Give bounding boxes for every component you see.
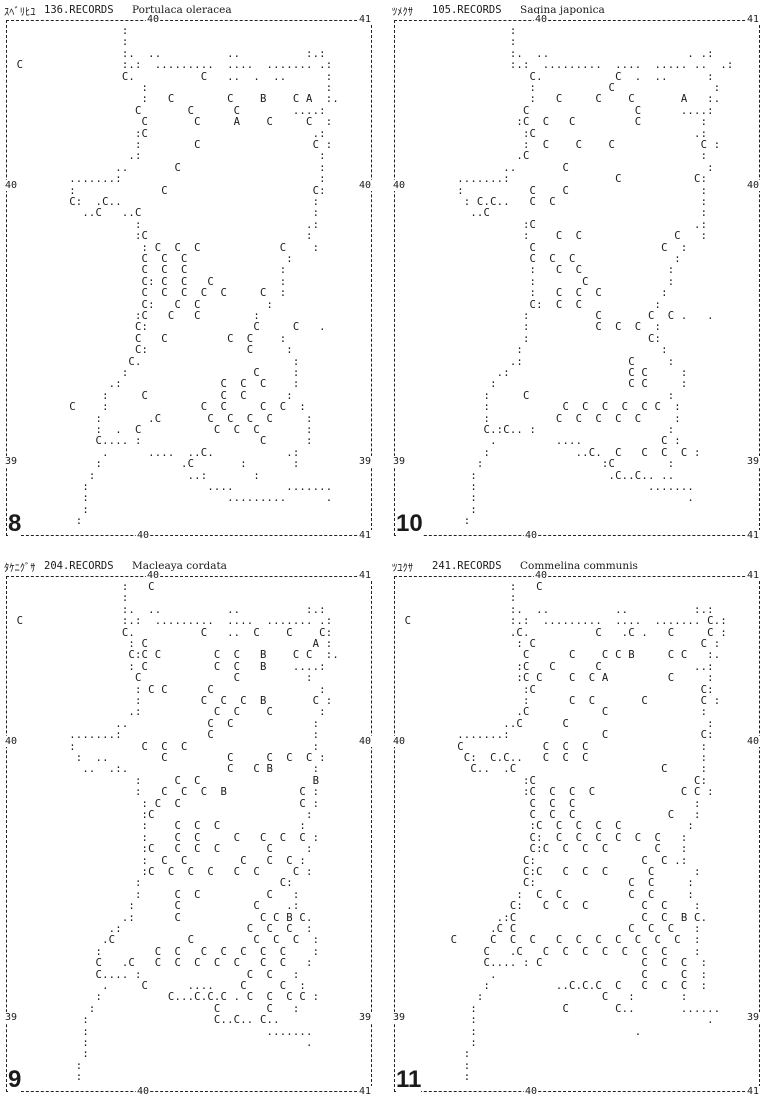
- map-row: C.... : C C C C :: [398, 958, 707, 969]
- coord-label: 41: [746, 570, 760, 581]
- coord-label: 39: [746, 1012, 760, 1023]
- coord-label: 40: [358, 180, 372, 191]
- map-row: C: C :: [10, 345, 293, 356]
- record-count: 136.RECORDS: [44, 4, 114, 16]
- coord-label: 40: [524, 530, 538, 541]
- coord-label: 41: [746, 530, 760, 541]
- panel-number: 9: [8, 1068, 21, 1092]
- coord-label: 40: [746, 736, 760, 747]
- coord-label: 41: [358, 14, 372, 25]
- coord-label: 39: [746, 456, 760, 467]
- species-name: Sagina japonica: [520, 4, 605, 16]
- map-row: C:C C C C C :: [398, 844, 687, 855]
- map-row: : C C C B C :: [10, 787, 319, 798]
- page: {"panels": [ {"number": "8", "header": {…: [0, 0, 763, 1094]
- panel-number: 10: [396, 512, 423, 536]
- map-row: : :C :: [398, 459, 674, 470]
- map-row: .......: C C:: [398, 174, 707, 185]
- coord-label: 41: [746, 14, 760, 25]
- panel-number: 11: [396, 1068, 421, 1092]
- coord-label: 40: [534, 570, 548, 581]
- map-row: : :: [398, 345, 668, 356]
- coord-label: 40: [136, 1086, 150, 1097]
- map-row: : C C C :: [398, 231, 707, 242]
- map-row: : .C : :: [10, 459, 299, 470]
- map-row: C :.: ......... .... ....... C.:: [398, 616, 727, 627]
- coord-label: 39: [392, 1012, 406, 1023]
- coord-label: 40: [524, 1086, 538, 1097]
- map-row: .......: C C:: [398, 730, 714, 741]
- panel-code: ﾂﾕｸｻ: [392, 560, 413, 575]
- coord-label: 39: [358, 1012, 372, 1023]
- panel-code: ﾂﾒｸｻ: [392, 4, 413, 19]
- coord-label: 41: [358, 530, 372, 541]
- map-row: C C A C C :: [10, 117, 332, 128]
- coord-label: 39: [358, 456, 372, 467]
- map-row: : C C C :: [398, 288, 668, 299]
- map-row: C : C C C C :: [10, 402, 306, 413]
- map-row: C :.: ......... .... ....... .:: [10, 60, 332, 71]
- map-row: :.: ......... .... ..... .. .:: [398, 60, 733, 71]
- panel-code: ｽﾍﾞﾘﾋﾕ: [4, 4, 36, 19]
- coord-label: 40: [392, 736, 406, 747]
- map-row: :C C C C C :: [10, 844, 313, 855]
- map-row: C C :: [10, 673, 313, 684]
- coord-label: 40: [392, 180, 406, 191]
- map-row: :C C C C A C :: [398, 673, 714, 684]
- map-row: :C :: [10, 231, 313, 242]
- map-row: C C C C C C :: [10, 288, 286, 299]
- map-row: .......: C :: [10, 730, 319, 741]
- coord-label: 41: [746, 1086, 760, 1097]
- coord-label: 40: [534, 14, 548, 25]
- panel-number: 8: [8, 512, 21, 536]
- coord-label: 40: [746, 180, 760, 191]
- coord-label: 40: [146, 570, 160, 581]
- panel-code: ﾀｹﾆｸﾞｻ: [4, 560, 36, 575]
- coord-label: 40: [136, 530, 150, 541]
- map-row: : C..C.. C..: [10, 1015, 280, 1026]
- coord-label: 39: [392, 456, 406, 467]
- coord-label: 41: [358, 1086, 372, 1097]
- coord-label: 39: [4, 456, 18, 467]
- coord-label: 39: [4, 1012, 18, 1023]
- map-row: C .C C C C C C C C :: [10, 958, 313, 969]
- map-row: C: C C C C C :: [398, 901, 701, 912]
- map-row: : .: [398, 1015, 714, 1026]
- map-row: C :.: ......... .... ....... .:: [10, 616, 332, 627]
- map-row: .......: :: [10, 174, 326, 185]
- coord-label: 40: [358, 736, 372, 747]
- map-row: : C C .:: [10, 901, 299, 912]
- record-count: 204.RECORDS: [44, 560, 114, 572]
- map-row: :C C C C :: [398, 117, 707, 128]
- coord-label: 40: [146, 14, 160, 25]
- coord-label: 40: [4, 736, 18, 747]
- map-row: : C C C C C C :: [398, 402, 681, 413]
- map-row: :C C C C C C :: [398, 787, 714, 798]
- coord-label: 40: [4, 180, 18, 191]
- record-count: 241.RECORDS: [432, 560, 502, 572]
- coord-label: 41: [358, 570, 372, 581]
- record-count: 105.RECORDS: [432, 4, 502, 16]
